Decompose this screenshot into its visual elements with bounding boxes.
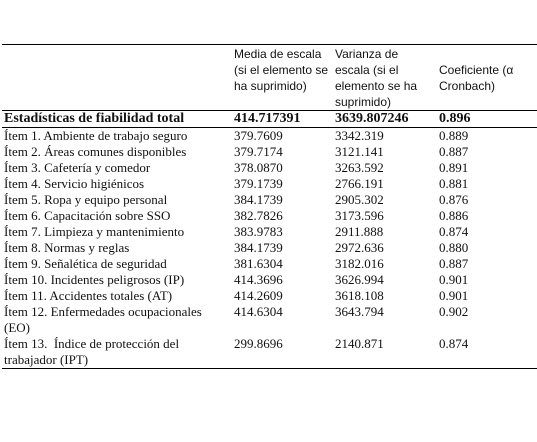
cell: 3182.016	[335, 256, 384, 271]
reliability-table: Media de escala (si el elemento se ha su…	[2, 44, 537, 369]
cell: Varianza de escala (si el elemento se ha…	[335, 47, 421, 109]
row-label: Ítem 4. Servicio higiénicos	[4, 176, 145, 191]
cell: 0.886	[439, 208, 469, 223]
row-label: Ítem 2. Áreas comunes disponibles	[4, 144, 187, 159]
table-row: Ítem 11. Accidentes totales (AT) 414.2609…	[2, 288, 537, 304]
cell: 383.9783	[234, 224, 283, 239]
cell: 384.1739	[234, 192, 283, 207]
cell: 0.881	[439, 176, 469, 191]
cell: 0.901	[439, 272, 469, 287]
table-row: Ítem 1. Ambiente de trabajo seguro 379.76…	[2, 128, 537, 145]
cell: 379.1739	[234, 176, 283, 191]
row-label: Ítem 13. Índice de protección del trabaj…	[4, 336, 183, 367]
table-row: Ítem 6. Capacitación sobre SSO 382.7826 31…	[2, 208, 537, 224]
table-row: Media de escala (si el elemento se ha su…	[2, 44, 537, 111]
row-label: Ítem 8. Normas y reglas	[4, 240, 130, 255]
cell: 2140.871	[335, 336, 384, 351]
cell: 382.7826	[234, 208, 283, 223]
cell: 3639.807246	[335, 111, 409, 126]
cell: 2972.636	[335, 240, 384, 255]
cell: 0.896	[439, 111, 471, 126]
cell: 3342.319	[335, 128, 384, 143]
table-row: Ítem 9. Señalética de seguridad 381.6304 3…	[2, 256, 537, 272]
table-row: Estadísticas de fiabilidad total 414.7173…	[2, 111, 537, 128]
row-label: Ítem 11. Accidentes totales (AT)	[4, 288, 173, 303]
row-label: Ítem 9. Señalética de seguridad	[4, 256, 167, 271]
cell: 0.887	[439, 256, 469, 271]
cell: 3173.596	[335, 208, 384, 223]
cell: 381.6304	[234, 256, 283, 271]
cell: 0.874	[439, 224, 469, 239]
cell: 0.901	[439, 288, 469, 303]
cell: 3263.592	[335, 160, 384, 175]
cell: 414.717391	[234, 111, 301, 126]
table-body: Estadísticas de fiabilidad total 414.7173…	[2, 111, 537, 369]
cell: 0.891	[439, 160, 469, 175]
cell: 0.874	[439, 336, 469, 351]
cell: 384.1739	[234, 240, 283, 255]
cell: 0.887	[439, 144, 469, 159]
cell: 379.7174	[234, 144, 283, 159]
cell: 0.889	[439, 128, 469, 143]
cell: 2911.888	[335, 224, 384, 239]
cell: 378.0870	[234, 160, 283, 175]
row-label: Ítem 10. Incidentes peligrosos (IP)	[4, 272, 185, 287]
table-row: Ítem 8. Normas y reglas 384.1739 2972.636 0…	[2, 240, 537, 256]
cell: Media de escala (si el elemento se ha su…	[234, 47, 332, 93]
table-row: Ítem 12. Enfermedades ocupacionales (EO)…	[2, 304, 537, 336]
row-label: Ítem 5. Ropa y equipo personal	[4, 192, 168, 207]
table-row: Ítem 3. Cafetería y comedor 378.0870 3263.…	[2, 160, 537, 176]
cell: 299.8696	[234, 336, 283, 351]
cell: 2905.302	[335, 192, 384, 207]
row-label: Ítem 3. Cafetería y comedor	[4, 160, 151, 175]
cell: 414.3696	[234, 272, 283, 287]
cell: 3626.994	[335, 272, 384, 287]
table-row: Ítem 10. Incidentes peligrosos (IP) 414.3…	[2, 272, 537, 288]
cell: 0.880	[439, 240, 469, 255]
cell: 414.6304	[234, 304, 283, 319]
cell: 414.2609	[234, 288, 283, 303]
table-header: Media de escala (si el elemento se ha su…	[2, 44, 537, 111]
cell: 0.876	[439, 192, 469, 207]
cell: 2766.191	[335, 176, 384, 191]
table-row: Ítem 4. Servicio higiénicos 379.1739 2766.…	[2, 176, 537, 192]
cell: 3643.794	[335, 304, 384, 319]
table-row: Ítem 13. Índice de protección del trabaj…	[2, 336, 537, 369]
cell: 0.902	[439, 304, 469, 319]
cell: 3618.108	[335, 288, 384, 303]
row-label: Ítem 1. Ambiente de trabajo seguro	[4, 128, 188, 143]
row-label: Estadísticas de fiabilidad total	[4, 111, 185, 126]
table-row: Ítem 5. Ropa y equipo personal 384.1739 29…	[2, 192, 537, 208]
cell: 3121.141	[335, 144, 384, 159]
row-label: Ítem 7. Limpieza y mantenimiento	[4, 224, 185, 239]
row-label: Ítem 6. Capacitación sobre SSO	[4, 208, 171, 223]
row-label	[2, 45, 232, 111]
table-row: Ítem 2. Áreas comunes disponibles 379.717…	[2, 144, 537, 160]
row-label: Ítem 12. Enfermedades ocupacionales (EO)	[4, 304, 206, 335]
cell: Coeficiente (α Cronbach)	[439, 63, 517, 93]
table-row: Ítem 7. Limpieza y mantenimiento 383.9783…	[2, 224, 537, 240]
cell: 379.7609	[234, 128, 283, 143]
